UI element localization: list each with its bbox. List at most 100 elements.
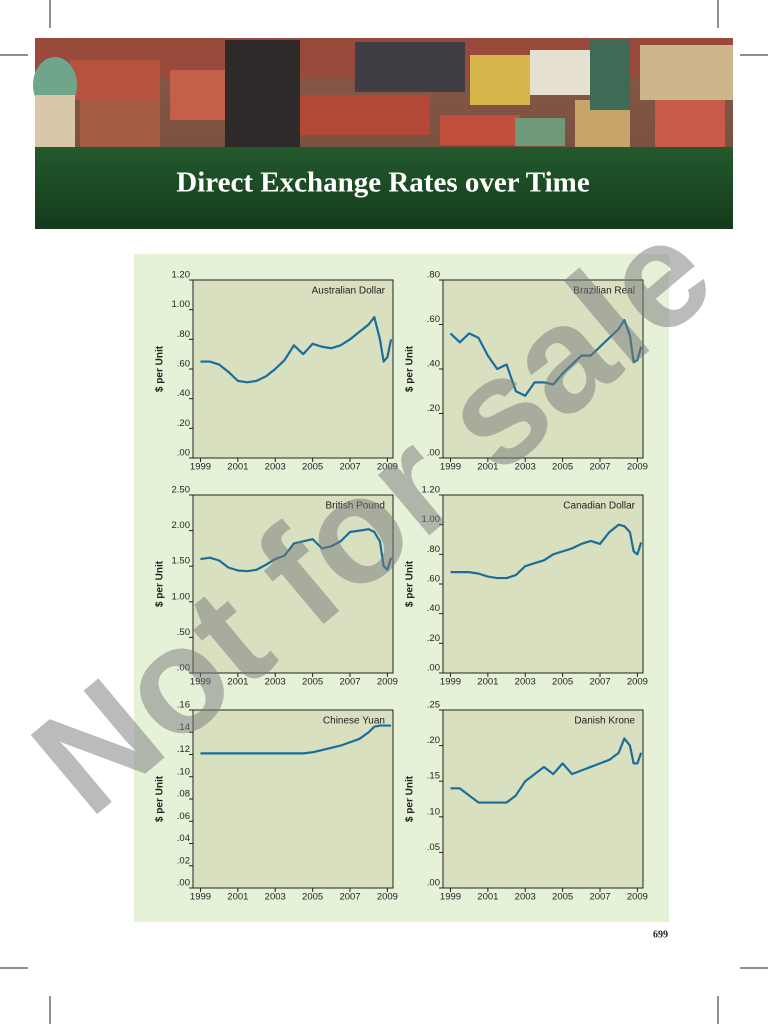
x-tick-label: 2005 [552, 462, 573, 473]
chart: .00 .20 .40 .60 .80 1.00 1.20 1999 2001 2003 2005 2… [155, 270, 398, 473]
y-tick-label: .00 [177, 878, 190, 889]
y-tick-label: .02 [177, 855, 190, 866]
x-tick-label: 2007 [339, 462, 360, 473]
x-tick-label: 2009 [627, 462, 648, 473]
x-tick-label: 2009 [627, 892, 648, 903]
data-line [200, 724, 392, 755]
chart-title: Brazilian Real [573, 286, 635, 297]
y-tick-label: .10 [427, 806, 440, 817]
y-tick-label: 1.00 [422, 514, 441, 525]
x-tick-label: 2001 [227, 677, 248, 688]
x-tick-label: 2003 [515, 462, 536, 473]
y-tick-label: .80 [177, 329, 190, 340]
y-tick-label: .00 [177, 448, 190, 459]
x-tick-label: 2009 [377, 462, 398, 473]
page-title: Direct Exchange Rates over Time [176, 167, 590, 199]
x-tick-label: 1999 [440, 892, 461, 903]
x-tick-label: 2009 [377, 892, 398, 903]
y-axis-label: $ per Unit [155, 345, 166, 392]
x-tick-label: 2005 [302, 677, 323, 688]
x-tick-label: 1999 [440, 677, 461, 688]
y-tick-label: .00 [177, 663, 190, 674]
y-tick-label: .16 [177, 700, 190, 711]
x-tick-label: 2007 [589, 462, 610, 473]
x-tick-label: 2003 [515, 677, 536, 688]
y-tick-label: .80 [427, 270, 440, 281]
y-tick-label: .14 [177, 722, 190, 733]
y-tick-label: .04 [177, 833, 190, 844]
x-tick-label: 2009 [627, 677, 648, 688]
data-line [200, 315, 393, 384]
x-tick-label: 2003 [515, 892, 536, 903]
y-axis-label: $ per Unit [405, 345, 416, 392]
x-tick-label: 2007 [339, 677, 360, 688]
chart: .00 .50 1.00 1.50 2.00 2.50 1999 2001 2003 2005 20… [155, 485, 398, 688]
y-tick-label: .15 [427, 771, 440, 782]
x-tick-label: 2003 [265, 892, 286, 903]
y-axis-label: $ per Unit [405, 560, 416, 607]
y-tick-label: .20 [427, 403, 440, 414]
y-tick-label: .80 [427, 544, 440, 555]
chart-title: British Pound [326, 501, 385, 512]
x-tick-label: 2007 [589, 677, 610, 688]
x-tick-label: 2005 [552, 677, 573, 688]
x-tick-label: 1999 [190, 677, 211, 688]
x-tick-label: 2001 [227, 892, 248, 903]
y-tick-label: .12 [177, 744, 190, 755]
x-tick-label: 2005 [552, 892, 573, 903]
x-tick-label: 2009 [377, 677, 398, 688]
x-tick-label: 2001 [227, 462, 248, 473]
x-tick-label: 2001 [477, 677, 498, 688]
y-tick-label: 2.50 [172, 485, 191, 496]
y-axis-label: $ per Unit [155, 775, 166, 822]
y-tick-label: 1.00 [172, 299, 191, 310]
y-tick-label: .60 [427, 574, 440, 585]
y-tick-label: 2.00 [172, 520, 191, 531]
x-tick-label: 1999 [190, 462, 211, 473]
x-tick-label: 2007 [589, 892, 610, 903]
y-tick-label: .08 [177, 789, 190, 800]
y-tick-label: .00 [427, 663, 440, 674]
chart: .00 .02 .04 .06 .08 .10 .12 .14 .16 1999 2001 2003 2… [155, 700, 398, 903]
y-tick-label: 1.00 [172, 591, 191, 602]
y-tick-label: .05 [427, 842, 440, 853]
y-tick-label: .06 [177, 811, 190, 822]
y-tick-label: .20 [427, 735, 440, 746]
x-tick-label: 1999 [440, 462, 461, 473]
charts: .00 .20 .40 .60 .80 1.00 1.20 1999 2001 2003 2005 2… [155, 270, 648, 903]
y-axis-label: $ per Unit [405, 775, 416, 822]
y-tick-label: .60 [177, 359, 190, 370]
plot-area [192, 494, 394, 674]
y-tick-label: 1.20 [172, 270, 191, 281]
y-tick-label: .50 [177, 627, 190, 638]
chart-title: Australian Dollar [312, 286, 386, 297]
data-line [449, 318, 643, 397]
chart: .00 .20 .40 .60 .80 1999 2001 2003 2005 2007 2009 B… [405, 270, 648, 473]
y-tick-label: 1.20 [422, 485, 441, 496]
y-tick-label: .00 [427, 448, 440, 459]
y-tick-label: .40 [177, 388, 190, 399]
page-number: 699 [653, 929, 668, 940]
chart-title: Canadian Dollar [563, 501, 635, 512]
x-tick-label: 2007 [339, 892, 360, 903]
x-tick-label: 2001 [477, 462, 498, 473]
y-tick-label: .25 [427, 700, 440, 711]
plot-area [442, 279, 644, 459]
chart: .00 .20 .40 .60 .80 1.00 1.20 1999 2001 2003 2005 2… [405, 485, 648, 688]
x-tick-label: 2005 [302, 892, 323, 903]
y-tick-label: .40 [427, 603, 440, 614]
x-tick-label: 2003 [265, 677, 286, 688]
x-tick-label: 1999 [190, 892, 211, 903]
y-tick-label: .10 [177, 766, 190, 777]
x-tick-label: 2003 [265, 462, 286, 473]
y-axis-label: $ per Unit [155, 560, 166, 607]
plot-area [442, 494, 644, 674]
y-tick-label: 1.50 [172, 556, 191, 567]
y-tick-label: .40 [427, 359, 440, 370]
chart-title: Danish Krone [574, 716, 635, 727]
y-tick-label: .00 [427, 878, 440, 889]
chart: .00 .05 .10 .15 .20 .25 1999 2001 2003 2005 2007 20… [405, 700, 648, 903]
